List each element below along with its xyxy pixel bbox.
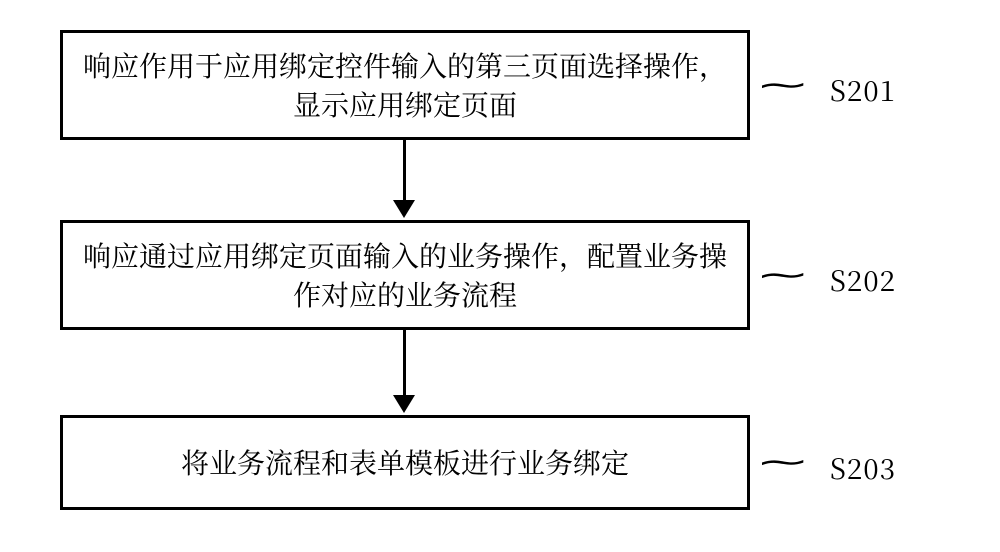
- connector-tilde-s202: ∼: [755, 258, 810, 293]
- step-box-s202: 响应通过应用绑定页面输入的业务操作，配置业务操作对应的业务流程: [60, 220, 750, 330]
- step-box-s201: 响应作用于应用绑定控件输入的第三页面选择操作，显示应用绑定页面: [60, 30, 750, 140]
- connector-tilde-s203: ∼: [755, 445, 810, 480]
- arrow-head-2: [393, 395, 415, 413]
- arrow-line-2: [403, 330, 406, 397]
- step-box-s203: 将业务流程和表单模板进行业务绑定: [60, 415, 750, 510]
- step-label-s203: S203: [830, 448, 896, 488]
- step-text-s201: 响应作用于应用绑定控件输入的第三页面选择操作，显示应用绑定页面: [77, 46, 733, 124]
- step-label-s201: S201: [830, 70, 896, 110]
- arrow-line-1: [403, 140, 406, 202]
- connector-tilde-s201: ∼: [755, 68, 810, 103]
- step-label-s202: S202: [830, 260, 896, 300]
- step-text-s203: 将业务流程和表单模板进行业务绑定: [181, 443, 629, 482]
- flowchart-canvas: 响应作用于应用绑定控件输入的第三页面选择操作，显示应用绑定页面 ∼ S201 响…: [0, 0, 1000, 552]
- step-text-s202: 响应通过应用绑定页面输入的业务操作，配置业务操作对应的业务流程: [77, 236, 733, 314]
- arrow-head-1: [393, 200, 415, 218]
